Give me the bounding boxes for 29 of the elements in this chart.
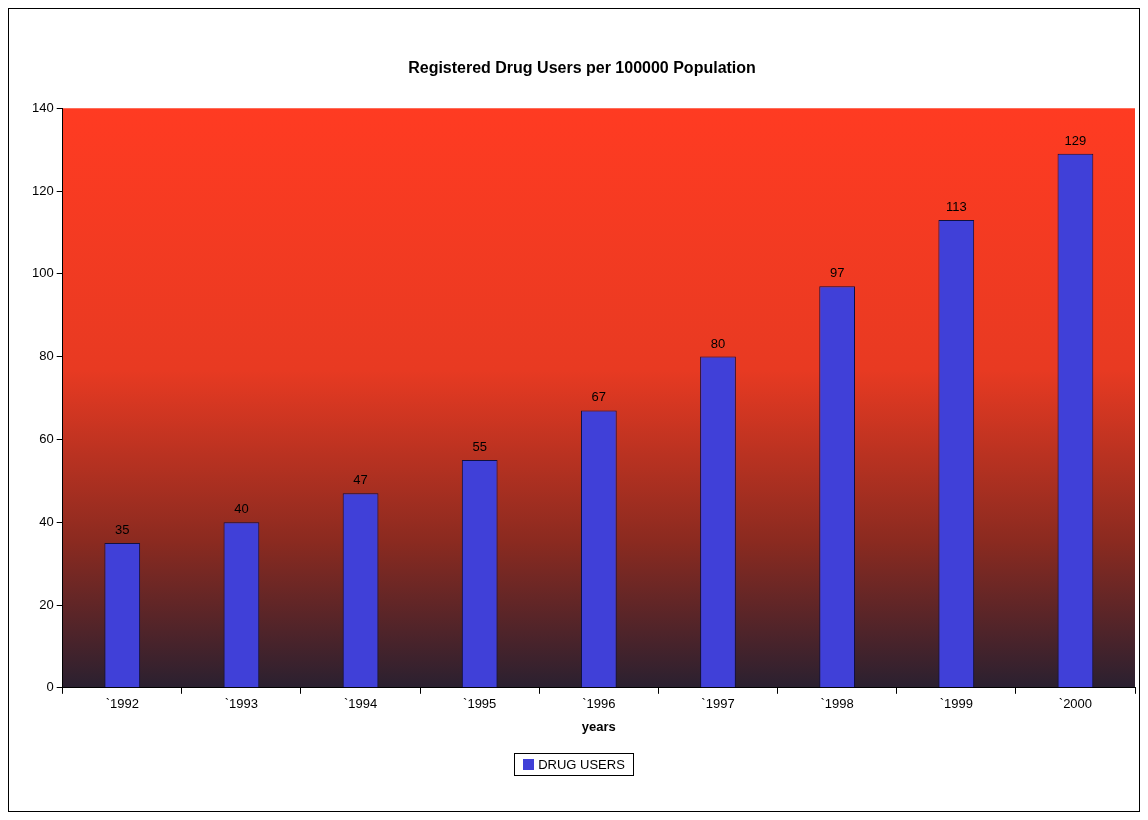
data-label: 67 (591, 389, 607, 405)
data-label: 113 (945, 199, 967, 215)
x-tick-label: `1998 (820, 696, 854, 712)
data-label: 80 (710, 335, 726, 351)
data-label: 47 (353, 472, 368, 488)
x-tick-label: `1993 (224, 696, 259, 712)
y-tick-label: 40 (39, 513, 54, 529)
data-label: 35 (115, 521, 130, 537)
y-tick-label: 80 (39, 348, 54, 364)
data-label: 97 (829, 265, 845, 281)
y-tick-label: 20 (39, 596, 54, 612)
x-tick-label: `1997 (701, 696, 735, 712)
x-tick-label: `1994 (343, 696, 378, 712)
x-tick-label: `1992 (105, 696, 139, 712)
x-axis-title: years (581, 718, 616, 734)
x-tick-label: `1996 (582, 696, 616, 712)
chart-title: Registered Drug Users per 100000 Population (408, 59, 756, 77)
data-label: 55 (472, 439, 487, 455)
legend-label: DRUG USERS (538, 757, 625, 772)
y-tick-label: 120 (31, 182, 54, 198)
y-tick-label: 0 (46, 679, 54, 695)
y-tick-label: 100 (31, 265, 54, 281)
x-tick-label: `2000 (1058, 696, 1093, 712)
x-tick-label: `1999 (939, 696, 973, 712)
x-tick-label: `1995 (463, 696, 497, 712)
data-label: 129 (1064, 132, 1087, 148)
y-tick-label: 140 (31, 99, 54, 115)
y-tick-label: 60 (39, 430, 54, 446)
data-label: 40 (234, 501, 249, 517)
